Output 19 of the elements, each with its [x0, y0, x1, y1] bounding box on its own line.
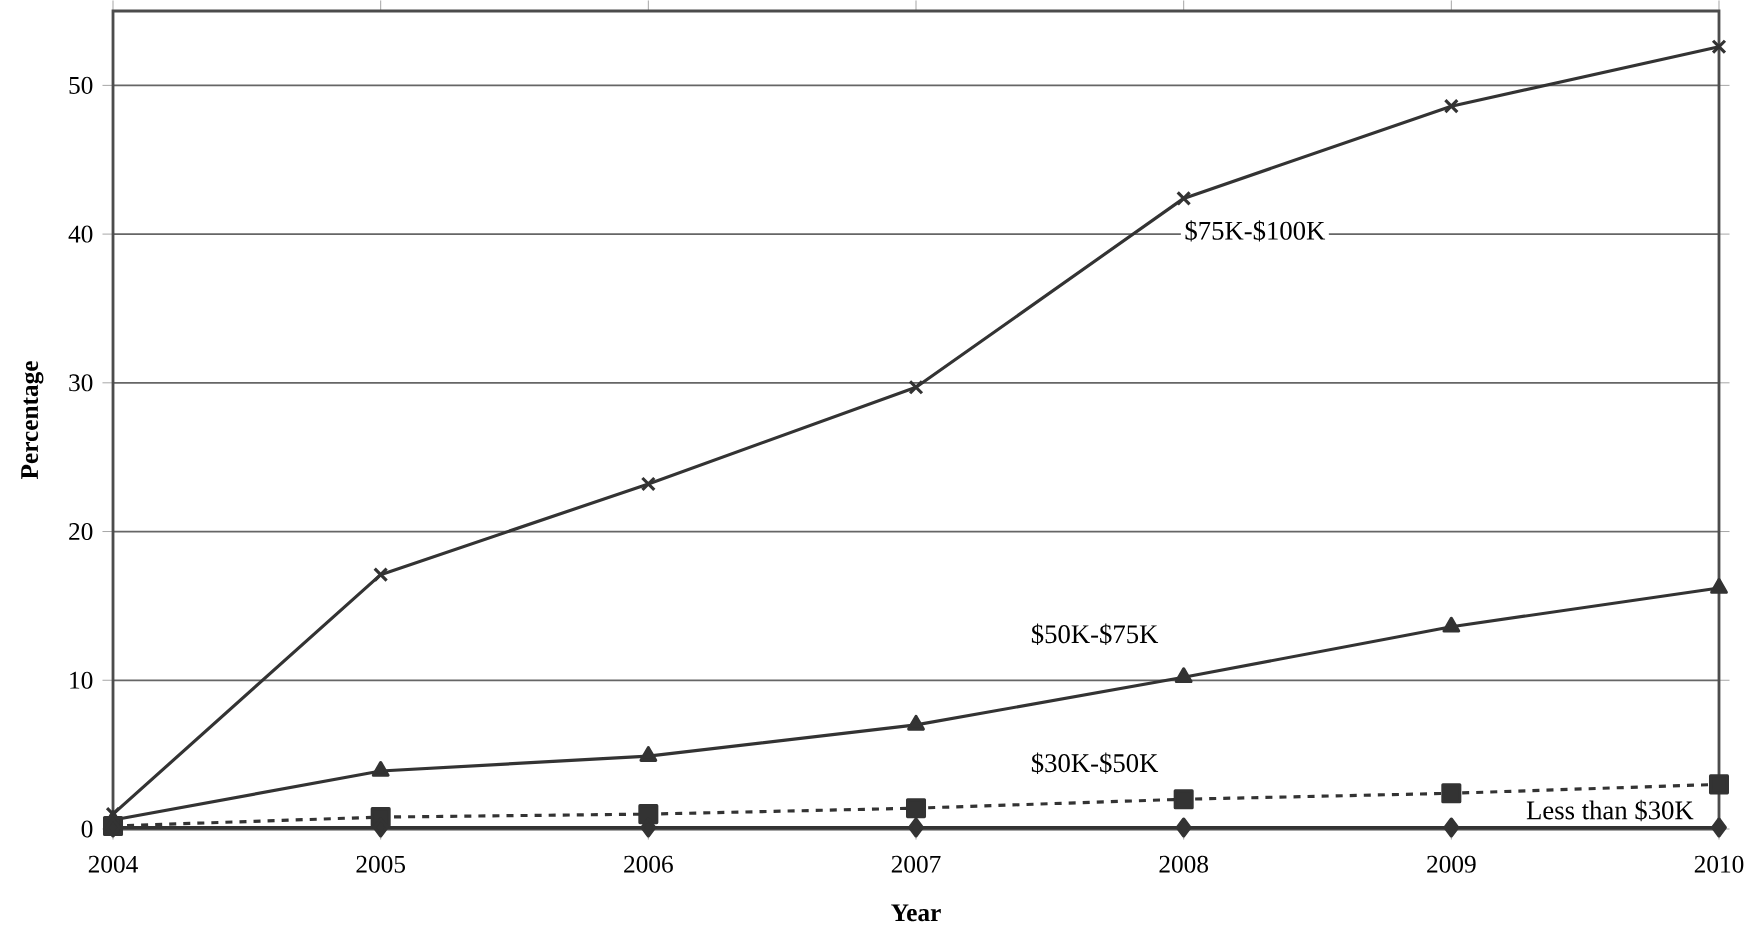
y-axis-title: Percentage	[21, 361, 44, 480]
y-tick-label: 40	[68, 225, 93, 243]
x-tick-label: 2006	[624, 855, 673, 873]
y-tick-label: 10	[70, 671, 93, 689]
series-label: $30K-$50K	[1031, 752, 1159, 774]
series-label: $50K-$75K	[1031, 623, 1159, 645]
series-label: $75K-$100K	[1185, 220, 1326, 242]
x-tick-label: 2008	[1159, 855, 1209, 873]
x-tick-label: 2010	[1694, 855, 1744, 873]
y-tick-label: 0	[81, 820, 93, 838]
y-tick-label: 30	[69, 374, 93, 392]
x-tick-label: 2007	[891, 855, 941, 873]
x-tick-label: 2005	[356, 855, 406, 873]
x-tick-label: 2004	[88, 855, 138, 873]
x-tick-label: 2009	[1427, 855, 1476, 873]
x-axis-title: Year	[891, 904, 941, 922]
y-tick-label: 50	[69, 76, 93, 94]
y-tick-label: 20	[69, 523, 93, 541]
series-label: Less than $30K	[1526, 799, 1694, 822]
